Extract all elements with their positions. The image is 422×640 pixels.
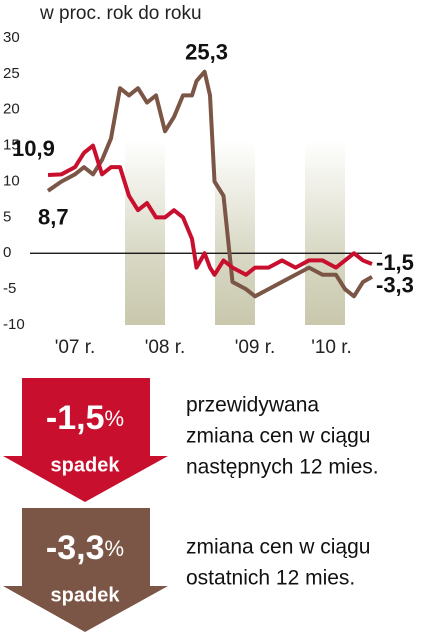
data-label: 25,3 [185, 40, 228, 65]
data-label: 8,7 [38, 205, 69, 230]
data-label: 10,9 [12, 136, 55, 161]
callout-text: zmiana cen w ciągu [186, 425, 370, 448]
band [125, 140, 165, 325]
callout-value: -3,3 [46, 529, 105, 567]
plot: 30 25 20 15 10 5 0 -5 -10 '07 r. '08 r. '09 r. '10 r… [3, 29, 414, 358]
y-tick-label: -5 [3, 280, 16, 297]
callout-arrow [3, 378, 168, 502]
series-line [46, 69, 373, 299]
callout-unit: % [105, 406, 125, 431]
y-tick-label: 25 [3, 65, 20, 82]
callout-value: -1,5 [46, 399, 105, 437]
callout-label: spadek [51, 584, 121, 606]
subtitle: w proc. rok do roku [39, 3, 202, 24]
y-tick-label: 0 [3, 244, 11, 261]
y-tick-label: 20 [3, 101, 20, 118]
callout-arrow [3, 508, 168, 632]
y-tick-label: -10 [3, 316, 25, 333]
y-tick-label: 30 [3, 29, 20, 46]
callout-text: następnych 12 mies. [186, 456, 379, 479]
band [215, 140, 255, 325]
callout-value-group: -1,5% [46, 399, 124, 437]
callout-unit: % [105, 536, 125, 561]
callout-value-group: -3,3% [46, 529, 124, 567]
callout-label: spadek [51, 454, 121, 476]
x-tick-label: '10 r. [311, 337, 352, 358]
y-tick-label: 5 [3, 208, 11, 225]
callouts: -1,5% spadek przewidywana zmiana cen w ciąg… [3, 378, 379, 632]
y-tick-label: 15 [3, 137, 20, 154]
x-tick-label: '09 r. [235, 337, 276, 358]
data-label: -1,5 [376, 250, 414, 275]
x-tick-label: '07 r. [55, 337, 96, 358]
y-tick-label: 10 [3, 172, 20, 189]
callout-text: ostatnich 12 mies. [186, 567, 355, 590]
callout-text: przewidywana [186, 394, 319, 417]
data-label: -3,3 [376, 273, 414, 298]
callout-text: zmiana cen w ciągu [186, 536, 370, 559]
series-line [47, 143, 373, 277]
x-tick-label: '08 r. [145, 337, 186, 358]
band [305, 140, 345, 325]
